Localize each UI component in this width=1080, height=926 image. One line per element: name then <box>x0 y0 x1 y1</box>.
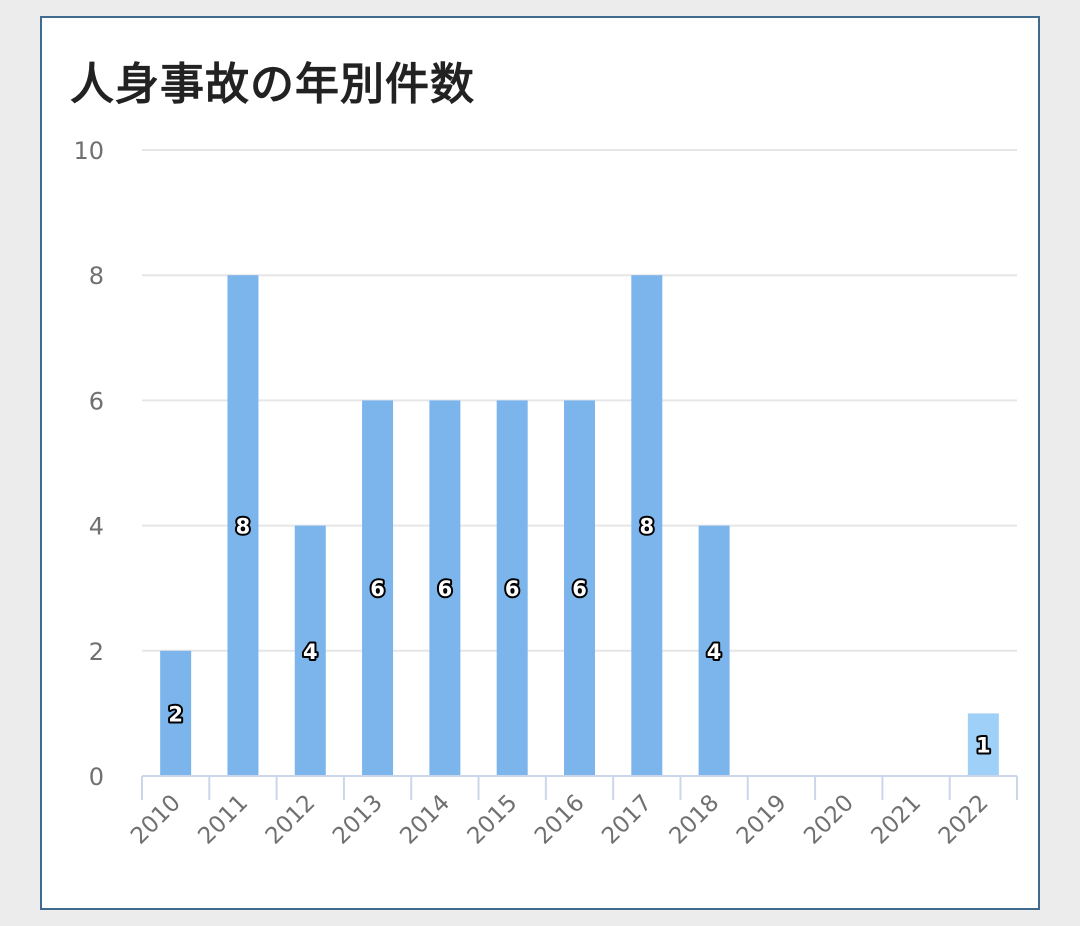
x-tick-label-2019: 2019 <box>732 790 792 850</box>
y-tick-label: 10 <box>73 137 104 165</box>
x-tick-label-2017: 2017 <box>597 790 657 850</box>
y-tick-label: 0 <box>89 763 104 791</box>
x-tick-label-2016: 2016 <box>530 790 590 850</box>
chart-title: 人身事故の年別件数 <box>70 59 475 110</box>
x-tick-label-2015: 2015 <box>463 790 523 850</box>
data-label-2012: 4 <box>303 640 318 664</box>
x-axis-labels: 2010 2011 2012 2013 2014 2015 2016 2017 2018 2019… <box>126 790 993 850</box>
data-label-2011: 8 <box>236 515 251 539</box>
bars <box>160 275 999 776</box>
x-tick-label-2014: 2014 <box>395 790 455 850</box>
data-labels: 2 8 4 6 6 6 6 8 4 1 <box>166 513 992 760</box>
bar-2011 <box>227 275 259 776</box>
bar-2014 <box>429 400 461 776</box>
data-label-2017: 8 <box>639 515 654 539</box>
y-tick-label: 8 <box>89 262 104 290</box>
x-tick-label-2018: 2018 <box>665 790 725 850</box>
bar-2015 <box>496 400 528 776</box>
bar-2010 <box>160 650 192 776</box>
data-label-2016: 6 <box>572 577 587 601</box>
data-label-2014: 6 <box>438 577 453 601</box>
chart-card: 人身事故の年別件数 0 2 4 6 8 10 2010 2011 2012 2013 2014 20… <box>40 16 1040 910</box>
x-axis <box>141 775 1018 800</box>
bar-2012 <box>294 525 326 776</box>
bar-2013 <box>362 400 394 776</box>
data-label-2013: 6 <box>370 577 385 601</box>
y-axis-ticks: 0 2 4 6 8 10 <box>73 137 104 791</box>
bar-2022 <box>967 713 999 776</box>
x-tick-label-2022: 2022 <box>934 790 994 850</box>
x-tick-label-2012: 2012 <box>261 790 321 850</box>
data-label-2022: 1 <box>976 734 991 758</box>
y-tick-label: 2 <box>89 638 104 666</box>
data-label-2015: 6 <box>505 577 520 601</box>
bar-2016 <box>564 400 595 776</box>
x-tick-label-2021: 2021 <box>866 790 926 850</box>
x-tick-label-2020: 2020 <box>799 790 859 850</box>
x-tick-label-2013: 2013 <box>328 790 388 850</box>
bar-2017 <box>631 275 663 776</box>
y-tick-label: 6 <box>89 387 104 415</box>
data-label-2018: 4 <box>707 640 722 664</box>
bar-2018 <box>698 525 730 776</box>
bar-chart: 0 2 4 6 8 10 2010 2011 2012 2013 2014 2015 2016 2017… <box>73 137 1018 850</box>
y-tick-label: 4 <box>89 513 104 541</box>
x-tick-label-2010: 2010 <box>126 790 186 850</box>
x-tick-label-2011: 2011 <box>193 790 253 850</box>
data-label-2010: 2 <box>168 702 183 726</box>
